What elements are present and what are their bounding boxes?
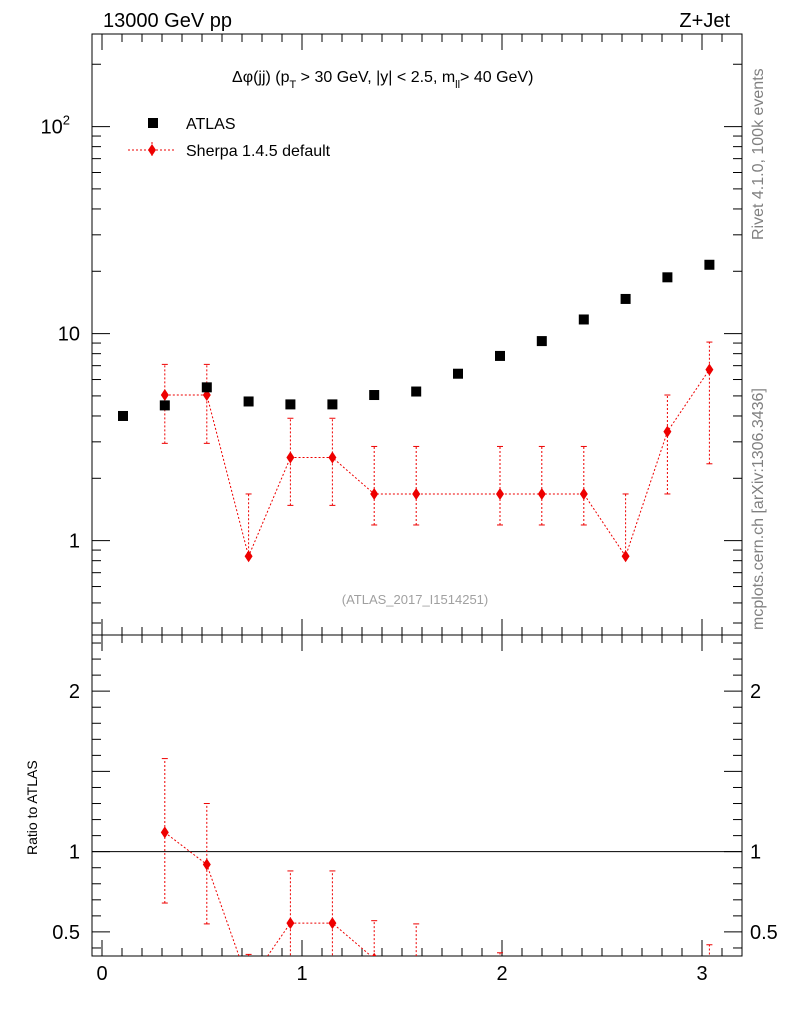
x-tick-label: 0 <box>96 963 107 985</box>
sherpa-point <box>328 451 337 464</box>
ratio-y-axis-label: Ratio to ATLAS <box>24 760 40 855</box>
atlas-point <box>704 259 715 270</box>
atlas-point <box>327 399 338 410</box>
sherpa-point <box>160 389 169 402</box>
sherpa-point <box>579 487 588 500</box>
legend-sherpa-label: Sherpa 1.4.5 default <box>186 143 331 160</box>
ratio-axis-ticks <box>92 635 743 956</box>
x-tick-label: 3 <box>696 963 707 985</box>
x-tick-label: 2 <box>496 963 507 985</box>
atlas-point <box>159 400 170 411</box>
sherpa-point <box>621 550 630 563</box>
atlas-point <box>411 386 422 397</box>
main-y-tick-label: 102 <box>41 113 70 139</box>
ratio-point <box>372 952 377 956</box>
sherpa-point <box>496 487 504 500</box>
ratio-point <box>663 977 671 989</box>
main-title-sub-1: T <box>290 79 297 91</box>
atlas-point <box>118 410 128 421</box>
ratio-plot: 0.5 0.5 1 1 2 2 0 1 2 3 Ratio to ATLAS <box>24 634 778 1009</box>
atlas-point <box>536 336 547 347</box>
legend-sherpa-marker <box>148 144 156 156</box>
atlas-point <box>285 399 296 410</box>
atlas-point <box>578 314 589 325</box>
ratio-y-tick-labels: 0.5 0.5 1 1 2 2 <box>52 681 778 944</box>
legend-atlas-marker <box>148 118 158 128</box>
main-title-part-c: > 40 GeV) <box>460 69 533 86</box>
atlas-point <box>620 293 631 304</box>
ratio-point <box>622 997 630 1009</box>
x-tick-label: 1 <box>296 963 307 985</box>
sherpa-point <box>412 487 421 500</box>
atlas-point <box>495 350 505 361</box>
sherpa-point <box>244 550 253 563</box>
watermark: (ATLAS_2017_I1514251) <box>342 592 488 607</box>
atlas-point <box>369 390 380 401</box>
ratio-y-tick-label: 1 <box>69 842 80 864</box>
main-title-part-a: Δφ(jj) (p <box>232 69 290 86</box>
main-axis-ticks <box>92 34 743 635</box>
ratio-plot-frame <box>91 634 743 957</box>
side-text-top: Rivet 4.1.0, 100k events <box>750 68 767 240</box>
main-y-tick-label: 1 <box>69 531 80 553</box>
sherpa-point <box>663 425 672 438</box>
ratio-point <box>202 858 211 871</box>
main-title-part-b: > 30 GeV, |y| < 2.5, m <box>296 69 455 86</box>
ratio-y-tick-label: 2 <box>69 681 80 703</box>
header-right: Z+Jet <box>679 10 730 32</box>
sherpa-point <box>705 363 714 376</box>
ratio-point <box>328 917 337 930</box>
x-tick-labels: 0 1 2 3 <box>96 963 707 985</box>
ratio-series <box>160 758 713 1009</box>
main-series <box>118 259 715 563</box>
main-y-tick-label-exp: 2 <box>63 113 70 128</box>
ratio-y-tick-label-right: 0.5 <box>750 922 778 944</box>
main-y-tick-label-base: 10 <box>41 117 63 139</box>
ratio-point <box>160 826 169 839</box>
atlas-point <box>201 382 212 393</box>
atlas-point <box>662 272 673 283</box>
main-y-tick-label: 10 <box>58 324 80 346</box>
ratio-y-tick-label-right: 2 <box>750 681 761 703</box>
side-text-bottom: mcplots.cern.ch [arXiv:1306.3436] <box>750 388 767 630</box>
atlas-point <box>243 396 254 407</box>
ratio-point <box>538 977 546 989</box>
ratio-line <box>164 832 372 956</box>
legend: ATLAS Sherpa 1.4.5 default <box>128 116 331 160</box>
sherpa-point <box>286 451 295 464</box>
header-left: 13000 GeV pp <box>103 10 232 32</box>
main-title-sub-2: ll <box>455 79 460 91</box>
ratio-point <box>245 977 253 989</box>
ratio-point <box>580 983 588 995</box>
ratio-y-tick-label-right: 1 <box>750 842 761 864</box>
atlas-point <box>453 368 463 379</box>
ratio-point <box>286 917 295 930</box>
ratio-point <box>415 954 417 956</box>
legend-atlas-label: ATLAS <box>186 116 236 133</box>
sherpa-point <box>370 487 379 500</box>
ratio-y-tick-label: 0.5 <box>52 922 80 944</box>
main-title: Δφ(jj) (pT > 30 GeV, |y| < 2.5, mll> 40 … <box>232 69 533 91</box>
sherpa-point <box>537 487 546 500</box>
